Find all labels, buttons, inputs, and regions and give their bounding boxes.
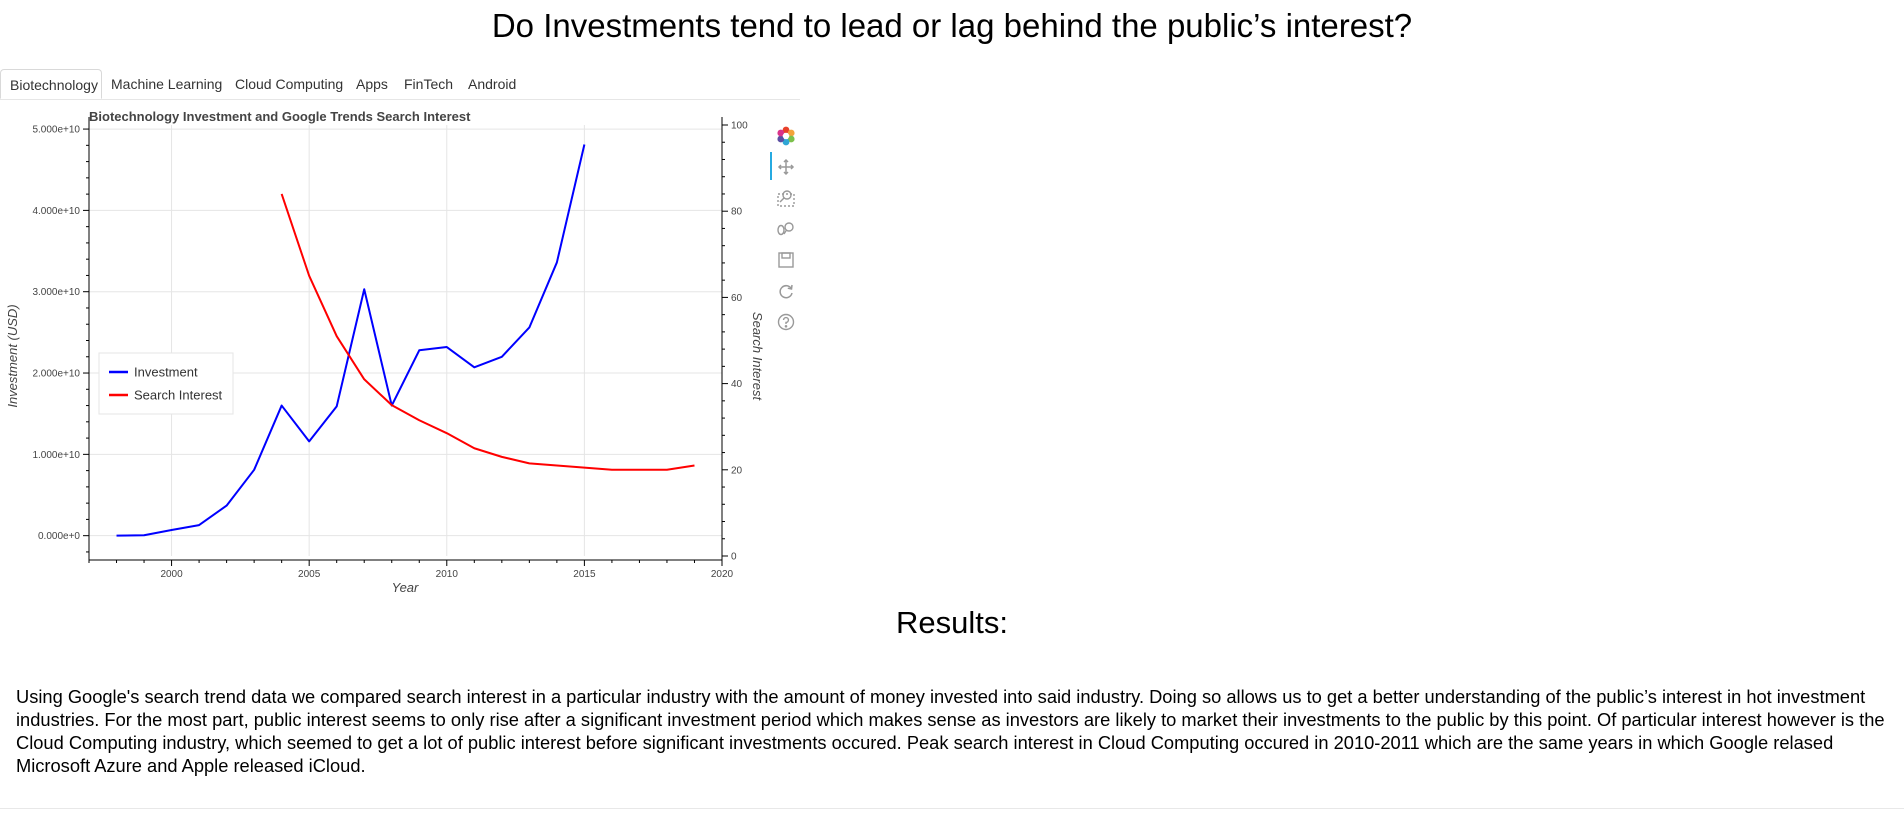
tab-android[interactable]: Android xyxy=(468,76,517,92)
series-lines xyxy=(116,144,695,537)
plot-toolbar xyxy=(770,126,800,336)
tab-bar: Biotechnology Machine Learning Cloud Com… xyxy=(0,69,800,100)
x-tick-label: 2005 xyxy=(298,569,321,580)
tab-biotechnology[interactable]: Biotechnology xyxy=(0,69,102,99)
y2-tick-label: 60 xyxy=(731,293,743,304)
page-title: Do Investments tend to lead or lag behin… xyxy=(491,7,1413,44)
x-tick-label: 2015 xyxy=(573,569,596,580)
bokeh-logo-icon[interactable] xyxy=(776,126,796,146)
chart-svg[interactable]: Biotechnology Investment and Google Tren… xyxy=(0,103,800,603)
tab-apps[interactable]: Apps xyxy=(356,76,388,92)
bottom-divider xyxy=(0,808,1904,809)
tab-machine-learning[interactable]: Machine Learning xyxy=(111,76,223,92)
tab-cloud-computing[interactable]: Cloud Computing xyxy=(235,76,344,92)
y2-tick-label: 20 xyxy=(731,465,743,476)
y2-tick-label: 40 xyxy=(731,379,743,390)
legend-label: Investment xyxy=(134,365,198,380)
y-axis-label: Investment (USD) xyxy=(5,304,20,407)
wheel-zoom-icon[interactable] xyxy=(776,219,796,239)
y-tick-label: 0.000e+0 xyxy=(38,531,80,542)
pan-icon[interactable] xyxy=(776,157,796,177)
axes: 2000 2005 2010 2015 2020 0.000e+0 1.000e+10 2.0… xyxy=(32,117,748,580)
x-tick-label: 2020 xyxy=(711,569,734,580)
y-tick-label: 1.000e+10 xyxy=(32,450,80,461)
y2-tick-label: 100 xyxy=(731,121,748,132)
tab-fintech[interactable]: FinTech xyxy=(404,76,454,92)
legend-box xyxy=(98,352,234,415)
chart-title: Biotechnology Investment and Google Tren… xyxy=(89,109,471,124)
y2-tick-label: 0 xyxy=(731,552,737,563)
legend-label: Search Interest xyxy=(134,388,223,403)
y-tick-label: 2.000e+10 xyxy=(32,369,80,380)
y-tick-label: 5.000e+10 xyxy=(32,125,80,136)
y-tick-label: 3.000e+10 xyxy=(32,287,80,298)
help-icon[interactable] xyxy=(776,312,796,332)
y2-axis-label: Search Interest xyxy=(750,312,765,402)
results-heading: Results: xyxy=(896,605,1008,640)
series-line-investment xyxy=(116,144,586,537)
y2-tick-label: 80 xyxy=(731,207,743,218)
results-paragraph: Using Google's search trend data we comp… xyxy=(16,686,1885,776)
x-tick-label: 2000 xyxy=(160,569,183,580)
x-axis-label: Year xyxy=(392,580,419,595)
series-line-search-interest xyxy=(280,193,695,471)
box-zoom-icon[interactable] xyxy=(776,188,796,208)
plot-container: Biotechnology Investment and Google Tren… xyxy=(0,103,800,603)
x-tick-label: 2010 xyxy=(436,569,459,580)
reset-icon[interactable] xyxy=(776,281,796,301)
grid-lines xyxy=(89,125,723,556)
y-tick-label: 4.000e+10 xyxy=(32,206,80,217)
save-icon[interactable] xyxy=(776,250,796,270)
legend: Investment Search Interest xyxy=(98,352,234,415)
active-tool-indicator xyxy=(770,152,772,180)
